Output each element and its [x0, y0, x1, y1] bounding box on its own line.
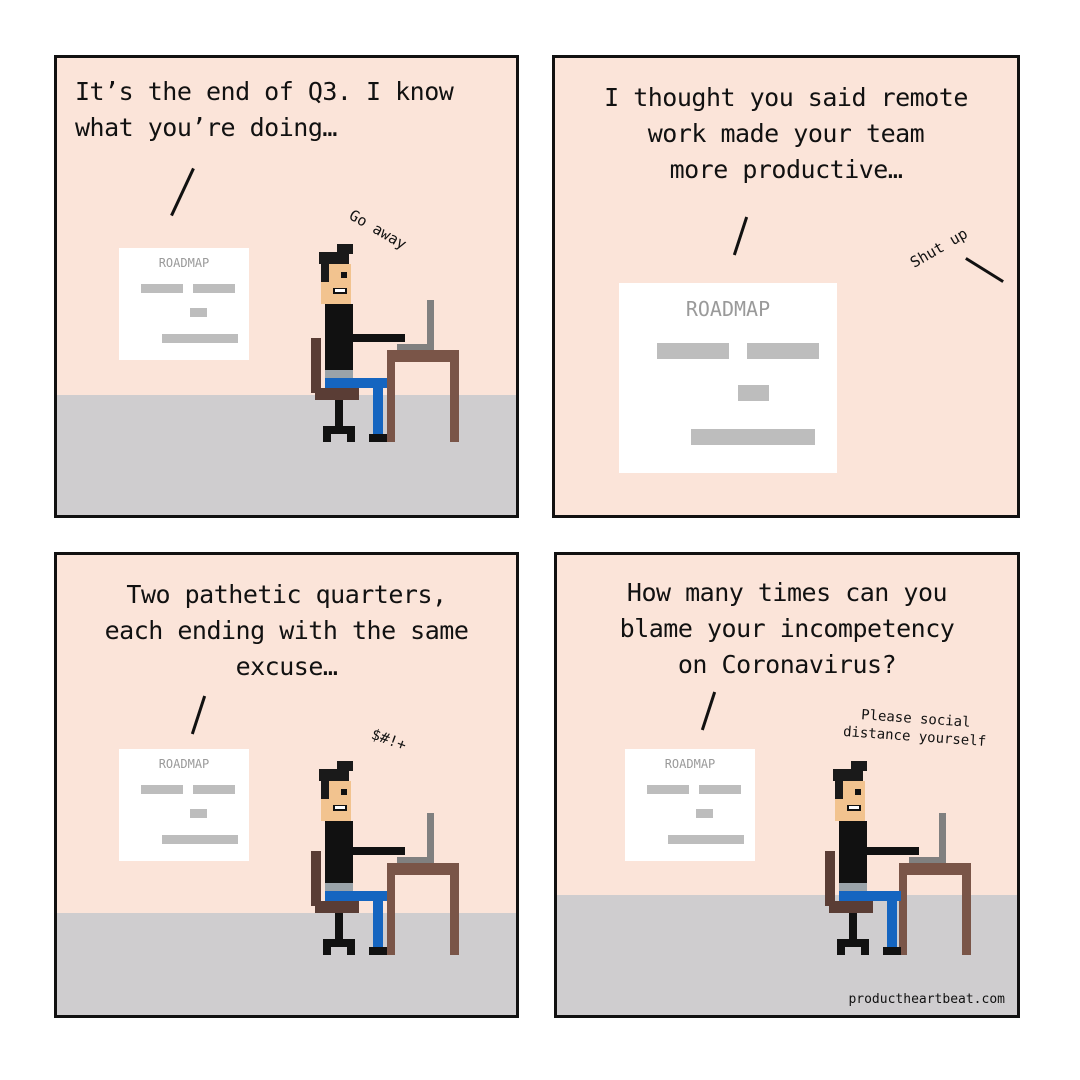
floor — [557, 895, 1017, 1015]
caption-line: I thought you said remote — [604, 83, 968, 112]
roadmap-bar — [193, 284, 235, 293]
roadmap-poster: ROADMAP — [625, 749, 755, 861]
chair — [311, 851, 359, 955]
laptop-icon — [397, 813, 434, 863]
desk — [387, 863, 459, 955]
roadmap-bar — [141, 785, 183, 794]
caption: How many times can you blame your incomp… — [557, 575, 1017, 683]
person — [319, 244, 405, 442]
chair — [825, 851, 873, 955]
roadmap-title: ROADMAP — [685, 297, 771, 321]
floor — [57, 913, 516, 1015]
desk — [387, 350, 459, 442]
roadmap-bar — [657, 343, 729, 359]
roadmap-bar — [696, 809, 713, 818]
caption-line: excuse… — [235, 652, 338, 681]
floor — [57, 395, 516, 515]
comic-panel-4: How many times can you blame your incomp… — [554, 552, 1020, 1018]
caption-line: on Coronavirus? — [677, 650, 897, 679]
caption-line: what you’re doing… — [75, 113, 337, 142]
caption-line: each ending with the same — [104, 616, 469, 645]
comic-panel-3: Two pathetic quarters, each ending with … — [54, 552, 519, 1018]
roadmap-poster: ROADMAP — [119, 248, 249, 360]
caption: Two pathetic quarters, each ending with … — [57, 577, 516, 685]
roadmap-bar — [162, 334, 238, 343]
roadmap-bar — [668, 835, 744, 844]
character-at-desk — [311, 761, 459, 955]
comic-panel-2: I thought you said remote work made your… — [552, 55, 1020, 518]
character-at-desk — [311, 244, 459, 442]
caption-line: work made your team — [647, 119, 925, 148]
chair — [311, 338, 359, 442]
person — [833, 761, 919, 955]
roadmap-title: ROADMAP — [158, 757, 210, 771]
roadmap-title: ROADMAP — [664, 757, 716, 771]
site-credit: productheartbeat.com — [848, 992, 1005, 1007]
caption-line: Two pathetic quarters, — [126, 580, 447, 609]
caption: It’s the end of Q3. I know what you’re d… — [75, 74, 516, 146]
caption-line: more productive… — [669, 155, 903, 184]
caption: I thought you said remote work made your… — [555, 80, 1017, 188]
caption-line: It’s the end of Q3. I know — [75, 77, 454, 106]
caption-line: blame your incompetency — [619, 614, 955, 643]
comic-panel-1: It’s the end of Q3. I know what you’re d… — [54, 55, 519, 518]
roadmap-poster: ROADMAP — [619, 283, 837, 473]
roadmap-bar — [193, 785, 235, 794]
laptop-icon — [397, 300, 434, 350]
roadmap-title: ROADMAP — [158, 256, 210, 270]
roadmap-bar — [747, 343, 819, 359]
roadmap-bar — [738, 385, 769, 401]
laptop-icon — [909, 813, 946, 863]
roadmap-poster: ROADMAP — [119, 749, 249, 861]
person — [319, 761, 405, 955]
character-at-desk — [825, 761, 971, 955]
roadmap-bar — [699, 785, 741, 794]
roadmap-bar — [162, 835, 238, 844]
roadmap-bar — [647, 785, 689, 794]
roadmap-bar — [190, 809, 207, 818]
caption-line: How many times can you — [626, 578, 948, 607]
roadmap-bar — [190, 308, 207, 317]
desk — [899, 863, 971, 955]
roadmap-bar — [691, 429, 815, 445]
roadmap-bar — [141, 284, 183, 293]
